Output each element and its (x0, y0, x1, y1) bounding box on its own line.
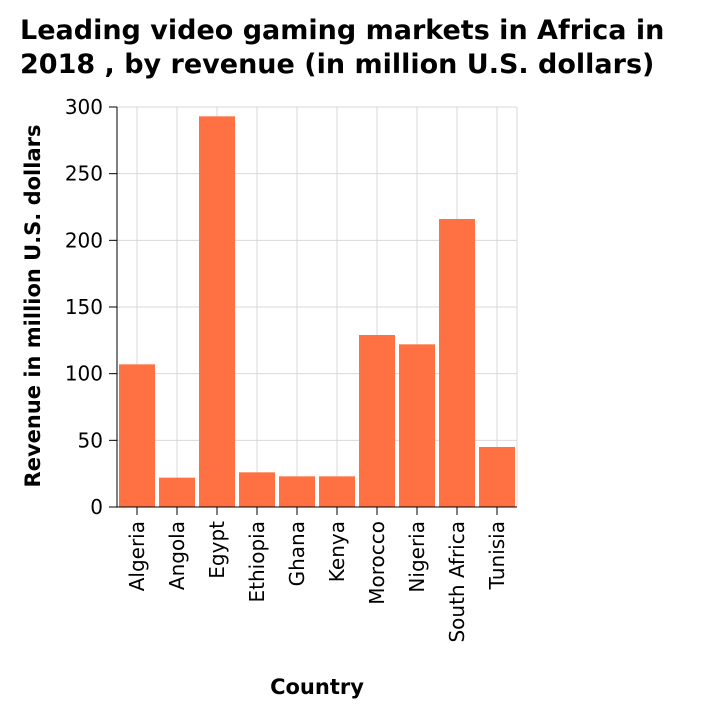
bar-angola (159, 477, 195, 507)
bar-nigeria (399, 344, 435, 507)
x-tick-label: Nigeria (405, 521, 429, 593)
bar-kenya (319, 476, 355, 507)
bar-morocco (359, 335, 395, 507)
x-tick-label: Angola (165, 521, 189, 590)
bar-ghana (279, 476, 315, 507)
x-tick-label: Egypt (205, 521, 229, 579)
bar-tunisia (479, 447, 515, 507)
x-axis-title: Country (270, 675, 364, 699)
x-tick-label: Tunisia (485, 521, 509, 590)
bars (119, 116, 515, 507)
y-axis: 0 50 100 150 200 250 300 (65, 95, 118, 519)
chart-title-line-1: Leading video gaming markets in Africa i… (20, 15, 665, 46)
x-axis: Algeria Angola Egypt Ethiopia Ghana Kenya Moro… (117, 506, 517, 643)
x-tick-label: Ethiopia (245, 521, 269, 602)
y-tick-label: 50 (78, 428, 103, 452)
x-tick-label: Ghana (285, 521, 309, 586)
y-tick-label: 250 (65, 162, 103, 186)
y-tick-label: 300 (65, 95, 103, 119)
bar-algeria (119, 364, 155, 507)
bar-egypt (199, 116, 235, 507)
x-tick-label: South Africa (445, 521, 469, 643)
x-tick-label: Morocco (365, 521, 389, 605)
x-tick-label: Kenya (325, 521, 349, 582)
bar-ethiopia (239, 472, 275, 507)
x-tick-label: Algeria (125, 521, 149, 591)
y-axis-title: Revenue in million U.S. dollars (21, 125, 45, 488)
y-tick-label: 200 (65, 228, 103, 252)
y-tick-label: 150 (65, 295, 103, 319)
bar-south-africa (439, 219, 475, 507)
y-tick-label: 0 (90, 495, 103, 519)
y-tick-label: 100 (65, 362, 103, 386)
chart-title: Leading video gaming markets in Africa i… (20, 14, 700, 82)
chart-title-line-2: 2018 , by revenue (in million U.S. dolla… (20, 49, 655, 80)
